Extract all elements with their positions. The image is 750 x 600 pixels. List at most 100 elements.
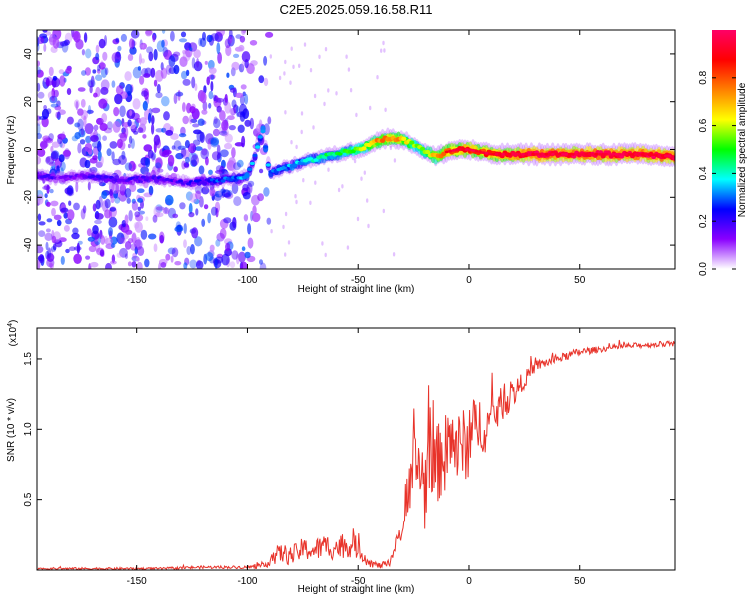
spectrogram-noise-blob bbox=[382, 208, 385, 214]
spectrogram-noise-blob bbox=[108, 216, 118, 228]
spectrogram-noise-blob bbox=[384, 107, 387, 113]
spectrogram-y-tick-label: 40 bbox=[23, 48, 34, 60]
spectrogram-noise-blob bbox=[134, 246, 138, 255]
spectrogram-noise-blob bbox=[257, 193, 264, 202]
snr-multiplier: (x104) bbox=[7, 320, 19, 347]
spectrogram-noise-blob bbox=[71, 135, 79, 142]
spectrogram-y-tick-label: -40 bbox=[23, 237, 34, 252]
spectrogram-noise-blob bbox=[61, 131, 65, 141]
spectrogram-noise-blob bbox=[37, 245, 44, 254]
spectrogram-noise-blob bbox=[127, 119, 132, 127]
spectrogram-ridge-core bbox=[654, 153, 659, 157]
spectrogram-noise-blob bbox=[214, 190, 223, 198]
spectrogram-noise-blob bbox=[38, 254, 45, 264]
spectrogram-noise-blob bbox=[382, 40, 385, 46]
spectrogram-noise-blob bbox=[238, 63, 245, 73]
spectrogram-noise-blob bbox=[100, 236, 106, 245]
spectrogram-noise-blob bbox=[137, 188, 145, 193]
snr-panel: -150 -100 -50 0 50 0.5 1.0 1.5 Height of strai… bbox=[6, 320, 676, 595]
spectrogram-noise-blob bbox=[190, 154, 199, 166]
spectrogram-noise-blob bbox=[87, 181, 91, 191]
spectrogram-noise-blob bbox=[216, 30, 225, 37]
spectrogram-noise-blob bbox=[192, 123, 200, 128]
spectrogram-noise-blob bbox=[168, 55, 176, 68]
spectrogram-noise-blob bbox=[129, 110, 133, 116]
spectrogram-noise-blob bbox=[137, 127, 144, 133]
spectrogram-noise-blob bbox=[52, 243, 57, 251]
spectrogram-noise-blob bbox=[242, 91, 246, 97]
spectrogram-noise-blob bbox=[83, 115, 87, 128]
spectrogram-noise-blob bbox=[145, 30, 154, 35]
colorbar-tick-label: 0.0 bbox=[698, 262, 709, 276]
spectrogram-noise-blob bbox=[116, 138, 123, 149]
spectrogram-noise-blob bbox=[229, 87, 236, 93]
snr-x-tick-label: 0 bbox=[466, 576, 472, 587]
spectrogram-ridge-core bbox=[488, 152, 492, 156]
spectrogram-noise-blob bbox=[369, 105, 372, 111]
spectrogram-noise-blob bbox=[165, 64, 172, 76]
spectrogram-noise-blob bbox=[250, 60, 258, 66]
spectrogram-ridge-core bbox=[494, 152, 499, 156]
spectrogram-noise-blob bbox=[200, 91, 207, 104]
spectrogram-ridge-core bbox=[551, 152, 556, 156]
spectrogram-noise-blob bbox=[112, 158, 121, 166]
spectrogram-noise-blob bbox=[327, 88, 330, 93]
spectrogram-noise-blob bbox=[87, 236, 95, 242]
spectrogram-noise-blob bbox=[186, 246, 192, 255]
spectrogram-noise-blob bbox=[46, 156, 51, 163]
spectrogram-noise-blob bbox=[193, 129, 202, 135]
spectrogram-panel: -150 -100 -50 0 50 -40 -20 0 20 40 Height of str… bbox=[6, 29, 676, 295]
spectrogram-noise-blob bbox=[37, 42, 40, 52]
spectrogram-noise-blob bbox=[224, 133, 233, 143]
spectrogram-noise-blob bbox=[112, 121, 121, 133]
spectrogram-noise-blob bbox=[128, 160, 136, 172]
spectrogram-noise-blob bbox=[128, 210, 133, 222]
spectrogram-noise-blob bbox=[312, 125, 315, 130]
spectrogram-noise-blob bbox=[165, 129, 174, 136]
spectrogram-noise-blob bbox=[83, 32, 88, 43]
spectrogram-noise-blob bbox=[153, 134, 161, 146]
spectrogram-ridge-core bbox=[451, 149, 456, 152]
colorbar-tick-label: 0.2 bbox=[698, 214, 709, 228]
spectrogram-noise-blob bbox=[159, 234, 164, 244]
spectrogram-noise-blob bbox=[50, 246, 57, 252]
spectrogram-noise-blob bbox=[46, 218, 53, 223]
spectrogram-noise-blob bbox=[363, 170, 366, 175]
spectrogram-noise-blob bbox=[50, 150, 60, 160]
spectrogram-noise-blob bbox=[197, 118, 205, 126]
spectrogram-noise-blob bbox=[208, 91, 214, 100]
spectrogram-noise-blob bbox=[102, 135, 107, 141]
spectrogram-noise-blob bbox=[192, 139, 201, 146]
spectrogram-noise-blob bbox=[137, 197, 144, 203]
spectrogram-noise-blob bbox=[327, 167, 330, 172]
spectrogram-noise-blob bbox=[110, 243, 116, 248]
spectrogram-noise-blob bbox=[145, 216, 149, 221]
spectrogram-noise-blob bbox=[99, 123, 108, 131]
spectrogram-noise-blob bbox=[160, 67, 168, 79]
spectrogram-noise-blob bbox=[266, 217, 272, 225]
spectrogram-ridge-cell bbox=[185, 182, 192, 186]
spectrogram-noise-blob bbox=[231, 182, 239, 194]
spectrogram-noise-blob bbox=[134, 211, 140, 218]
spectrogram-noise-blob bbox=[43, 184, 50, 190]
spectrogram-noise-blob bbox=[244, 251, 251, 259]
spectrogram-noise-blob bbox=[189, 106, 196, 114]
spectrogram-noise-blob bbox=[50, 200, 59, 207]
spectrogram-noise-blob bbox=[210, 33, 219, 42]
spectrogram-noise-blob bbox=[204, 60, 208, 65]
spectrogram-noise-blob bbox=[131, 198, 136, 204]
spectrogram-noise-blob bbox=[196, 259, 201, 266]
spectrogram-noise-blob bbox=[56, 219, 62, 227]
spectrogram-ridge-core bbox=[660, 154, 665, 158]
spectrogram-ridge-core bbox=[650, 153, 655, 157]
spectrogram-noise-blob bbox=[88, 245, 97, 253]
spectrogram-ridge-cell bbox=[419, 146, 426, 151]
spectrogram-ridge-core bbox=[468, 148, 473, 152]
spectrogram-noise-blob bbox=[321, 241, 324, 246]
spectrogram-noise-blob bbox=[113, 106, 120, 117]
spectrogram-noise-blob bbox=[224, 93, 228, 104]
spectrogram-ridge-core bbox=[597, 152, 602, 156]
spectrogram-noise-blob bbox=[124, 253, 128, 259]
spectrogram-noise-blob bbox=[85, 48, 92, 59]
spectrogram-noise-blob bbox=[141, 90, 149, 97]
